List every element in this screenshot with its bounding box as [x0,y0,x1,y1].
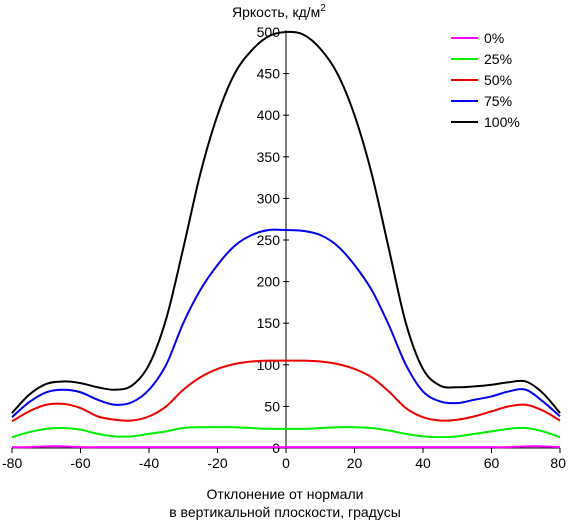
legend-item: 75% [451,93,512,109]
y-tick-label: 200 [257,274,281,290]
legend-label: 25% [484,51,512,67]
legend-item: 50% [451,72,512,88]
x-axis-title-line1: Отклонение от нормали [207,486,364,502]
series-line-0pct [11,445,561,449]
series-line-75pct [11,228,561,418]
x-tick-label: 20 [347,455,363,471]
y-tick-label: 250 [257,232,281,248]
x-tick-label: -40 [139,455,159,471]
y-tick-label: 450 [257,66,281,82]
x-axis-title-line2: в вертикальной плоскости, градусы [169,504,401,520]
y-axis-title-text: Яркость, кд/м [232,4,320,20]
legend: 0% 25% 50% 75% 100% [451,30,520,130]
axes: 0 50 100 150 200 250 300 350 400 450 500 -80 -60 -40 -… [2,24,566,471]
y-tick-label: 150 [257,315,281,331]
legend-label: 100% [484,114,520,130]
y-tick-label: 500 [257,24,281,40]
legend-item: 25% [451,51,512,67]
y-axis-title: Яркость, кд/м2 [232,3,326,20]
legend-item: 100% [451,114,520,130]
x-tick-label: 80 [550,455,566,471]
series-line-50pct [11,359,561,423]
x-tick-label: -60 [70,455,90,471]
x-tick-label: -80 [2,455,22,471]
legend-label: 50% [484,72,512,88]
x-tick-label: 40 [415,455,431,471]
x-tick-label: -20 [207,455,227,471]
x-tick-label: 60 [484,455,500,471]
legend-item: 0% [451,30,504,46]
series-line-25pct [11,426,561,439]
y-tick-label: 100 [257,357,281,373]
y-tick-label: 350 [257,149,281,165]
legend-label: 0% [484,30,504,46]
y-tick-label: 50 [264,398,280,414]
legend-label: 75% [484,93,512,109]
x-tick-label: 0 [282,455,290,471]
y-axis-title-superscript: 2 [320,3,326,14]
y-tick-label: 300 [257,190,281,206]
y-tick-label: 400 [257,107,281,123]
series-line-100pct [11,30,561,414]
series-layer [11,30,561,449]
